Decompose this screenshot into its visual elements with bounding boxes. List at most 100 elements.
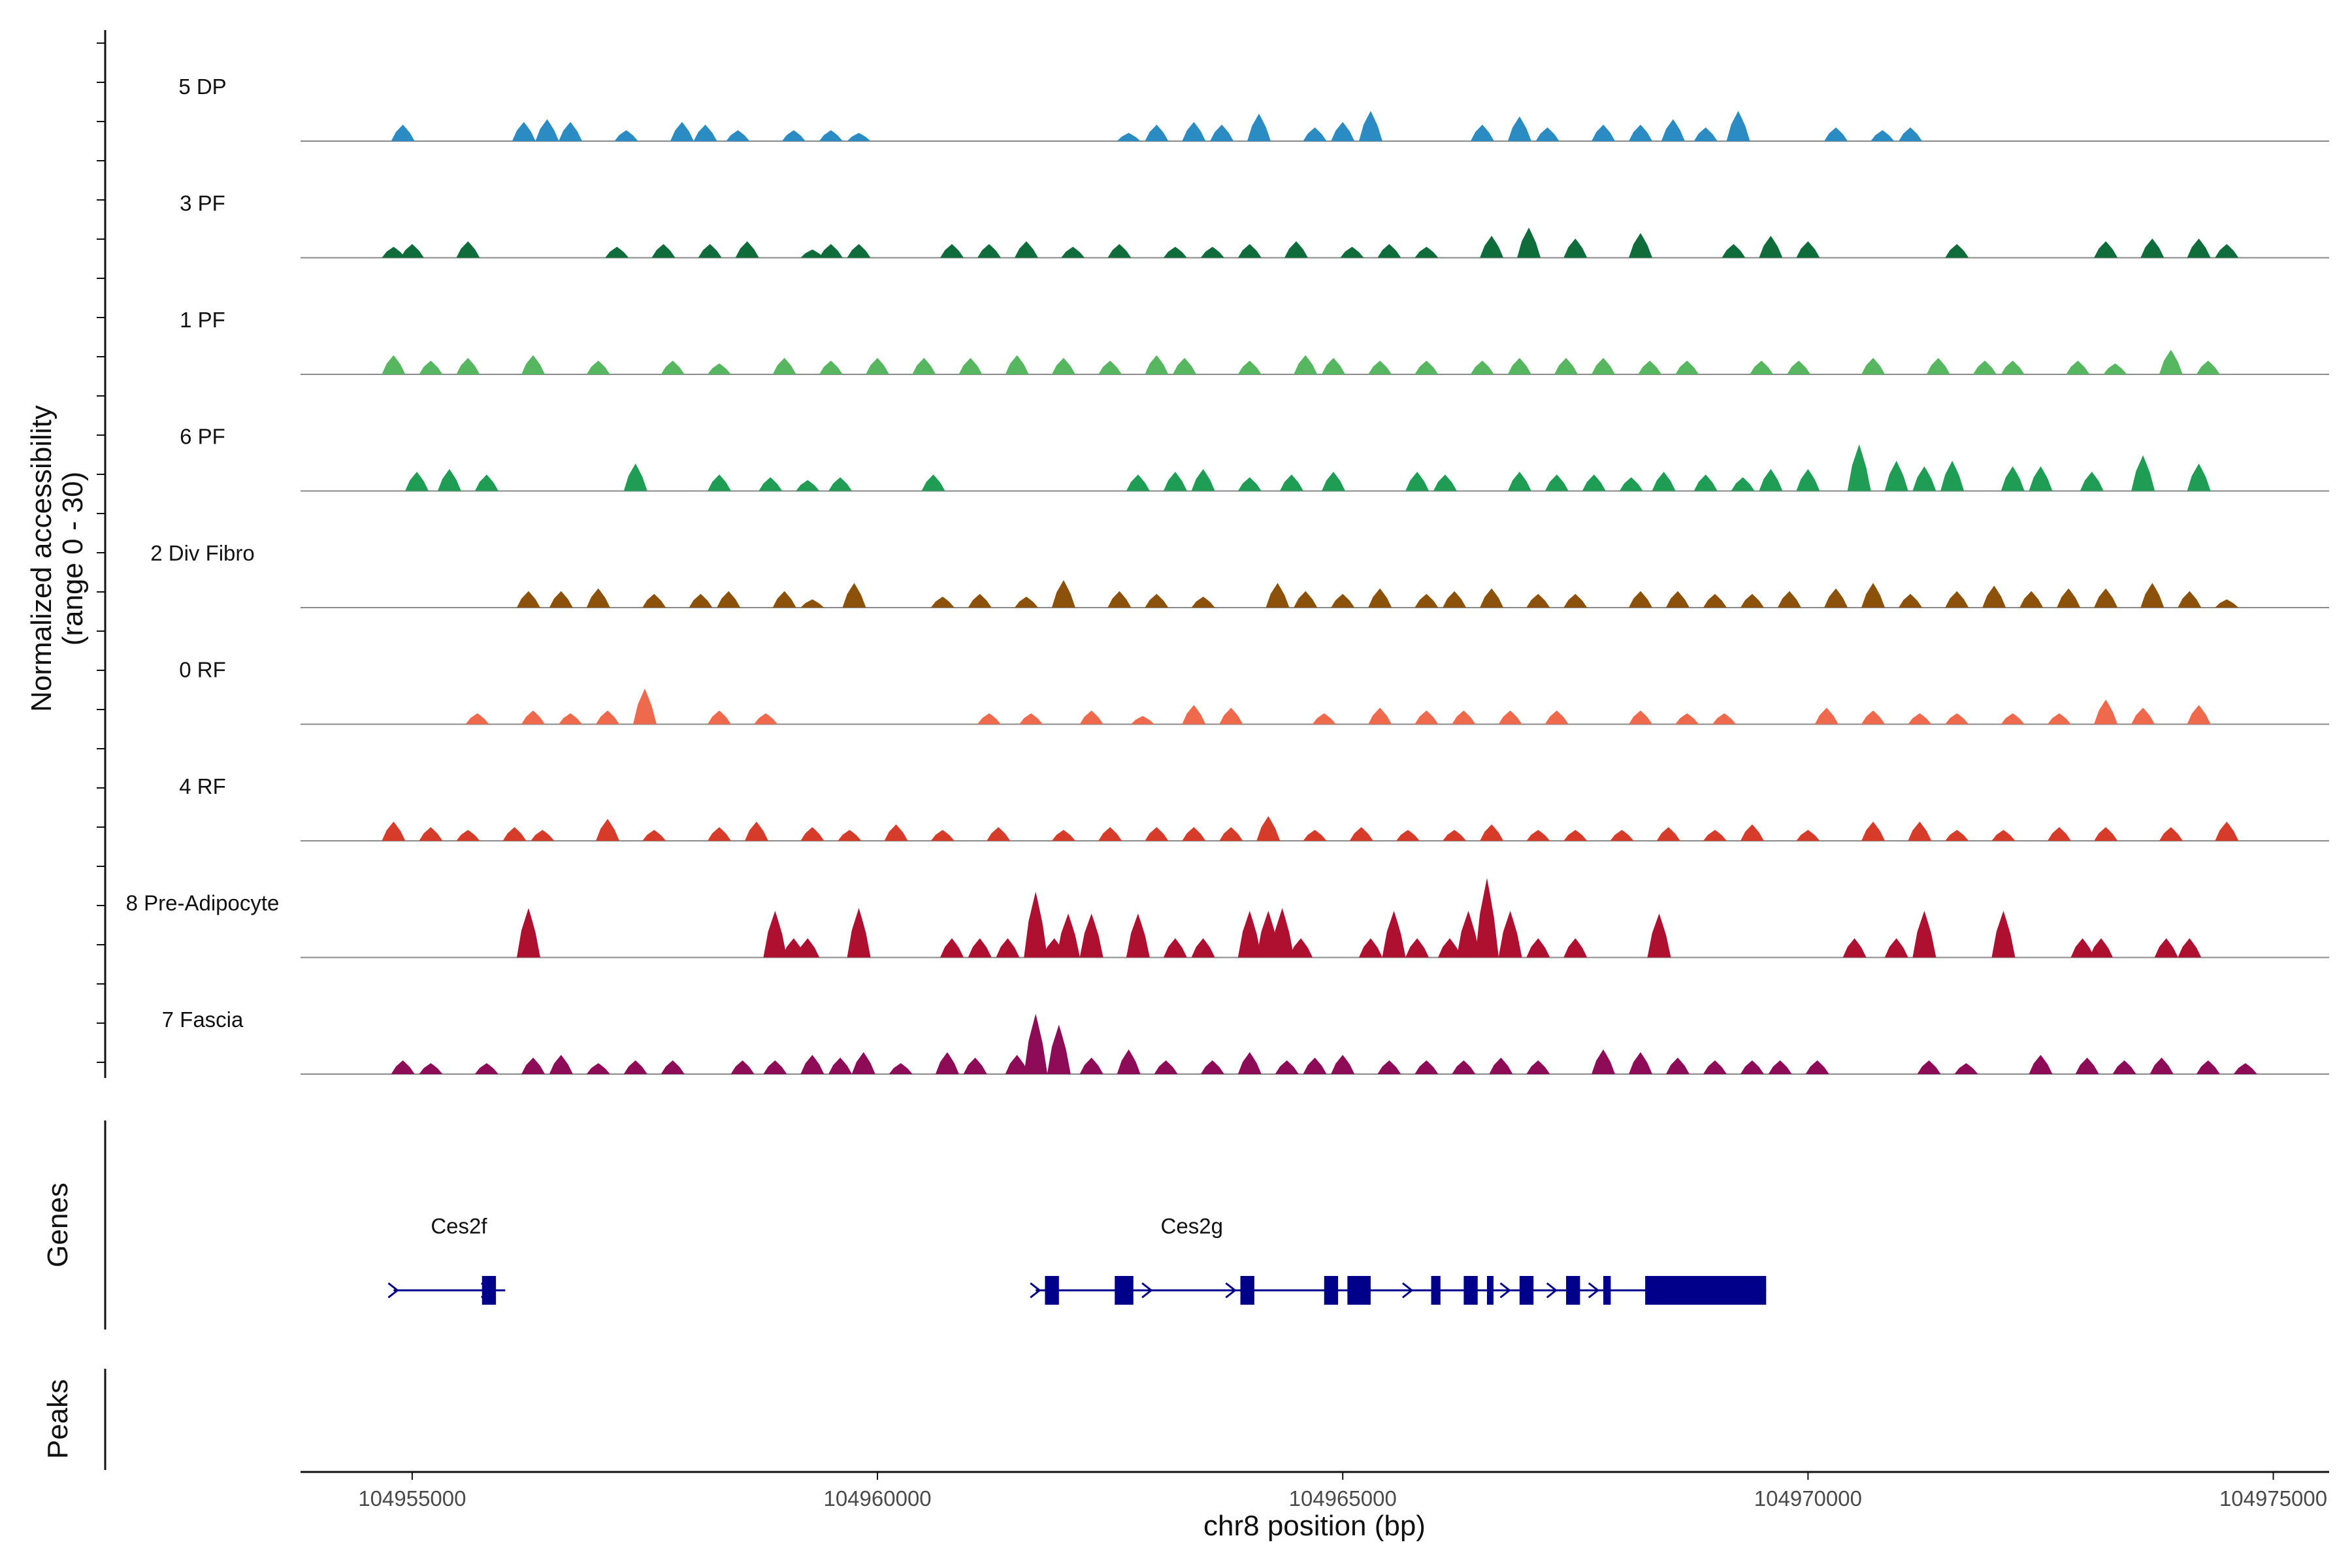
accessibility-peak (698, 244, 722, 258)
accessibility-peak (1480, 235, 1504, 258)
accessibility-peak (1759, 468, 1783, 491)
accessibility-peak (2159, 350, 2183, 374)
accessibility-peak (2094, 241, 2118, 258)
accessibility-peak (763, 911, 787, 958)
accessibility-peak (1131, 715, 1155, 725)
accessibility-peak (549, 1054, 573, 1074)
accessibility-peak (2075, 1057, 2099, 1074)
accessibility-peak (419, 1063, 443, 1074)
x-axis-tick-label: 104965000 (1289, 1486, 1397, 1511)
accessibility-peak (1219, 827, 1243, 841)
accessibility-peak (2094, 699, 2118, 725)
accessibility-peak (1061, 246, 1085, 258)
accessibility-peak (707, 827, 731, 841)
accessibility-peak (968, 594, 992, 608)
gene-label: Ces2g (1161, 1214, 1223, 1238)
accessibility-peak (1544, 474, 1569, 491)
accessibility-peak (1861, 583, 1886, 608)
accessibility-peak (521, 1057, 546, 1074)
accessibility-peak (1480, 824, 1504, 841)
accessibility-peak (1433, 474, 1457, 491)
accessibility-peak (1759, 235, 1783, 258)
accessibility-peak (1275, 1060, 1299, 1074)
accessibility-peak (1470, 361, 1494, 374)
accessibility-peak (1294, 591, 1318, 608)
accessibility-peak (744, 821, 768, 841)
accessibility-peak (1899, 127, 1923, 141)
accessibility-peak (2215, 244, 2239, 258)
accessibility-peak (1358, 110, 1382, 141)
accessibility-peak (796, 480, 820, 491)
accessibility-peak (2196, 361, 2220, 374)
accessibility-peak (1535, 127, 1560, 141)
track-2-div-fibro: 2 Div Fibro (150, 541, 2329, 608)
accessibility-peak (1629, 1052, 1653, 1074)
accessibility-peak (1908, 821, 1932, 841)
accessibility-peak (1005, 1054, 1029, 1074)
accessibility-peak (1368, 588, 1392, 608)
accessibility-peak (2140, 583, 2164, 608)
accessibility-peak (796, 938, 820, 958)
accessibility-peak (1652, 472, 1676, 491)
accessibility-peak (1405, 938, 1429, 958)
accessibility-peak (1475, 877, 1499, 958)
accessibility-peak (2029, 466, 2053, 491)
accessibility-peak (474, 474, 498, 491)
accessibility-peak (1787, 361, 1811, 374)
accessibility-peak (391, 124, 415, 141)
accessibility-peak (1079, 913, 1103, 958)
y-axis-title-line2: (range 0 - 30) (57, 472, 89, 646)
accessibility-peak (1266, 583, 1290, 608)
accessibility-peak (1592, 357, 1616, 374)
accessibility-peak (2057, 588, 2081, 608)
accessibility-peak (1396, 830, 1420, 841)
accessibility-peak (2196, 1060, 2220, 1074)
accessibility-peak (1331, 122, 1355, 141)
accessibility-peak (2047, 713, 2071, 725)
accessibility-peak (2131, 708, 2155, 725)
accessibility-peak (1945, 713, 1969, 725)
accessibility-peak (2215, 599, 2239, 608)
accessibility-peak (1750, 361, 1774, 374)
accessibility-peak (1582, 474, 1606, 491)
accessibility-peak (987, 827, 1011, 841)
accessibility-peak (1191, 938, 1215, 958)
accessibility-peak (1079, 1057, 1103, 1074)
track-0-rf: 0 RF (179, 658, 2329, 725)
accessibility-peak (1722, 244, 1746, 258)
accessibility-peak (1693, 127, 1718, 141)
gene-annotation-track: Ces2f Ces2g (387, 1214, 1767, 1305)
accessibility-peak (2089, 938, 2114, 958)
accessibility-peak (2149, 1057, 2174, 1074)
accessibility-peak (2001, 361, 2025, 374)
accessibility-peak (516, 591, 540, 608)
accessibility-peak (382, 355, 406, 374)
accessibility-peak (405, 472, 429, 491)
accessibility-peak (800, 249, 825, 258)
accessibility-peak (1629, 124, 1653, 141)
accessibility-peak (1480, 588, 1504, 608)
accessibility-peak (1098, 827, 1122, 841)
accessibility-peak (1991, 911, 2016, 958)
accessibility-peak (2094, 588, 2118, 608)
accessibility-peak (1051, 580, 1075, 608)
accessibility-peak (596, 819, 620, 841)
accessibility-peak (1145, 124, 1169, 141)
track-7-fascia: 7 Fascia (162, 1007, 2329, 1075)
accessibility-peak (521, 710, 546, 725)
accessibility-peak (1507, 116, 1531, 141)
accessibility-peak (1908, 713, 1932, 725)
accessibility-peak (1740, 594, 1764, 608)
accessibility-peak (456, 357, 480, 374)
gene-exon (1431, 1276, 1441, 1305)
accessibility-peak (2001, 466, 2025, 491)
tracks-y-axis-ticks (97, 42, 105, 1063)
accessibility-peak (1145, 594, 1169, 608)
accessibility-peak (456, 830, 480, 841)
accessibility-peak (456, 241, 480, 258)
accessibility-peak (1303, 127, 1327, 141)
strand-arrow (1499, 1282, 1511, 1299)
accessibility-peak (996, 938, 1020, 958)
accessibility-peak (1340, 246, 1364, 258)
accessibility-peak (1740, 1060, 1764, 1074)
